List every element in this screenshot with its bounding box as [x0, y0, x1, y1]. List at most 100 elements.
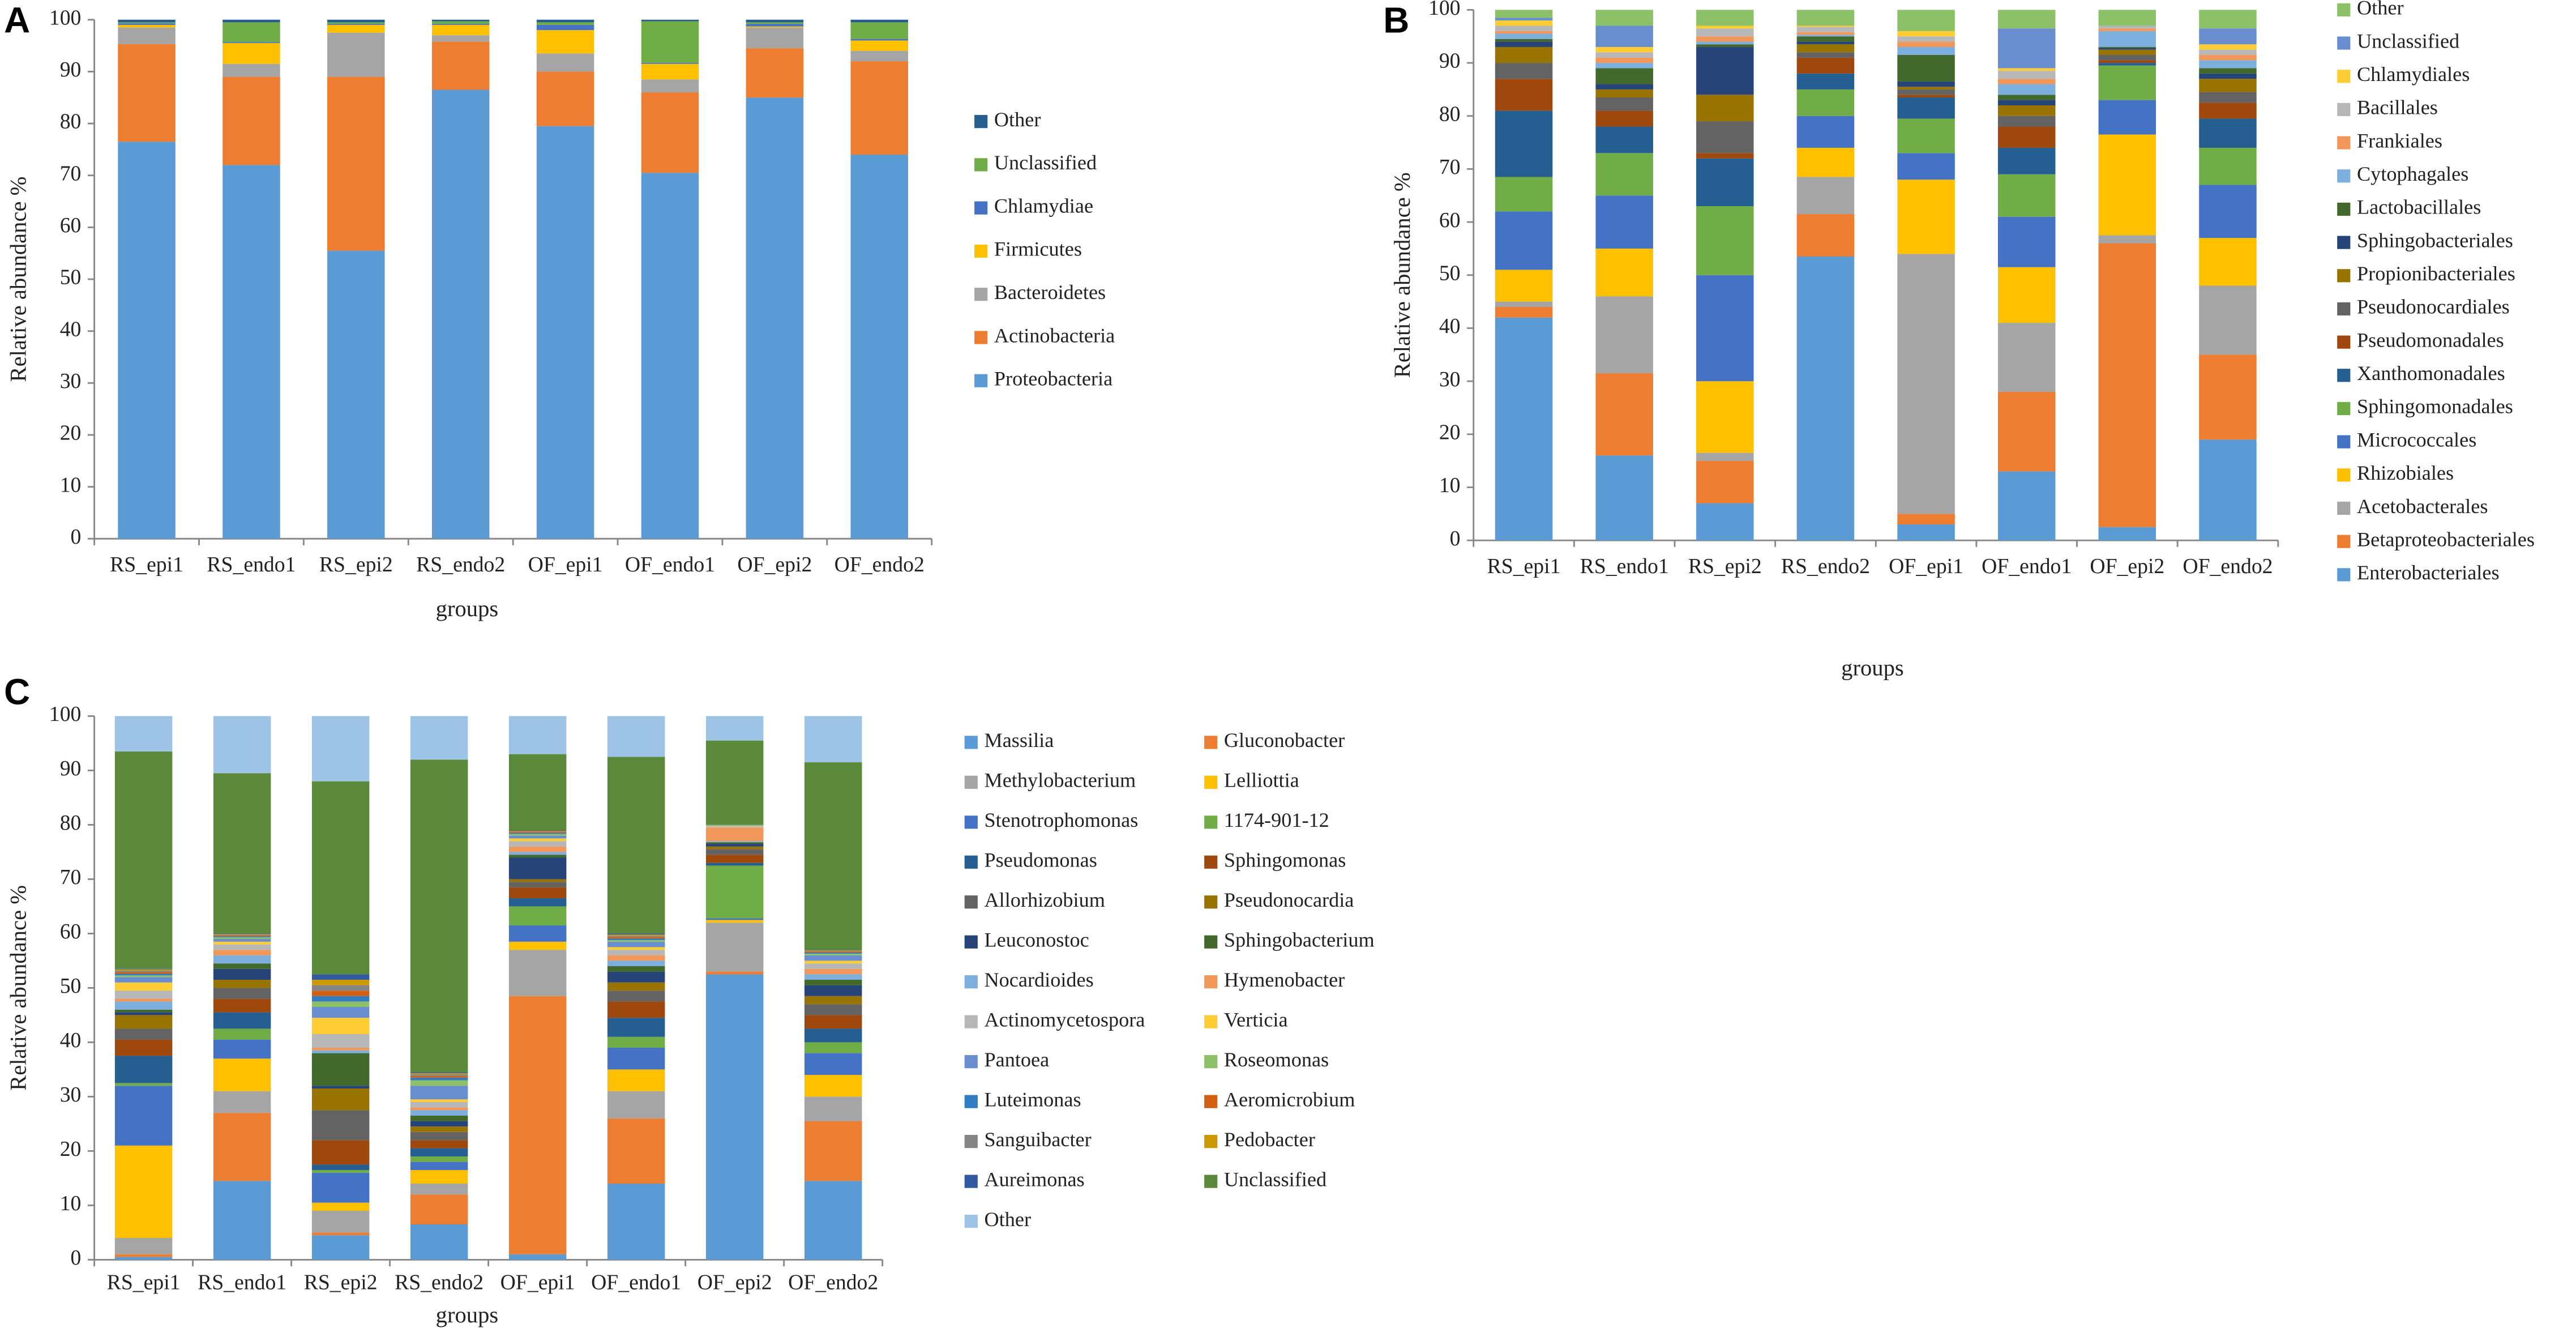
bar-segment: [746, 97, 804, 539]
bar-segment: [1997, 471, 2056, 541]
bar-segment: [114, 1015, 173, 1029]
x-tick-label: OF_epi1: [528, 553, 603, 577]
bar-segment: [641, 63, 699, 80]
bar-segment: [1595, 97, 1653, 111]
y-tick-label: 50: [60, 266, 82, 289]
bar-segment: [804, 951, 862, 953]
legend-label: Verticia: [1224, 1008, 1288, 1031]
bar-segment: [2098, 60, 2156, 63]
bar-segment: [1897, 46, 1955, 56]
bar-segment: [311, 1048, 370, 1051]
bar-segment: [1897, 95, 1955, 97]
bar-segment: [1796, 57, 1855, 74]
bar-segment: [804, 963, 862, 969]
bar-segment: [1495, 79, 1553, 111]
bar-segment: [746, 19, 804, 23]
bar-segment: [607, 936, 665, 937]
y-tick-label: 50: [1439, 261, 1461, 285]
bar-segment: [311, 980, 370, 985]
bar-segment: [213, 955, 271, 964]
bar-segment: [222, 76, 280, 165]
bar-segment: [705, 849, 764, 855]
bar-segment: [1997, 147, 2056, 174]
bar-segment: [1796, 27, 1855, 32]
bar-segment: [213, 941, 271, 945]
bar-segment: [508, 838, 567, 842]
bar-segment: [1897, 36, 1955, 42]
legend-label: Unclassified: [994, 151, 1097, 174]
bar-segment: [1595, 248, 1653, 297]
bar-segment: [2098, 65, 2156, 100]
bar-segment: [508, 754, 567, 831]
bar-segment: [222, 19, 280, 23]
bar-segment: [607, 1184, 665, 1260]
legend-label: 1174-901-12: [1224, 809, 1329, 831]
bar-segment: [607, 982, 665, 991]
bar-segment: [1897, 55, 1955, 82]
bar-segment: [508, 925, 567, 942]
bar-segment: [311, 1086, 370, 1089]
bar-segment: [311, 716, 370, 782]
legend-swatch: [1204, 775, 1218, 789]
legend-swatch: [964, 895, 978, 909]
legend-label: Luteimonas: [984, 1088, 1081, 1111]
x-tick-label: OF_epi2: [698, 1271, 772, 1295]
bar-segment: [607, 947, 665, 950]
bar-segment: [114, 1083, 173, 1086]
bar-segment: [1997, 116, 2056, 127]
legend-label: Lelliottia: [1224, 769, 1299, 792]
legend-label: Roseomonas: [1224, 1048, 1329, 1071]
bar-segment: [2098, 46, 2156, 48]
bar-segment: [1997, 267, 2056, 323]
bar-segment: [536, 71, 594, 126]
bar-segment: [311, 1202, 370, 1211]
bar-segment: [804, 974, 862, 980]
legend-swatch: [2337, 535, 2351, 548]
bar-segment: [1997, 79, 2056, 84]
bar-segment: [1796, 73, 1855, 89]
bar-segment: [1495, 306, 1553, 318]
bar-segment: [431, 24, 490, 36]
bar-segment: [746, 27, 804, 49]
bar-segment: [1595, 89, 1653, 97]
bar-segment: [607, 966, 665, 972]
x-tick-label: RS_endo2: [395, 1271, 483, 1295]
bar-segment: [114, 998, 173, 1002]
bar-segment: [705, 842, 764, 844]
legend-swatch: [974, 374, 988, 387]
bar-segment: [804, 1053, 862, 1075]
bar-segment: [1696, 95, 1754, 122]
bar-segment: [1796, 52, 1855, 58]
bar-segment: [1495, 10, 1553, 18]
bar-segment: [410, 1073, 468, 1075]
bar-segment: [114, 982, 173, 991]
legend-swatch: [964, 1175, 978, 1188]
legend-label: Pseudonocardiales: [2357, 296, 2510, 318]
x-tick-label: RS_epi1: [110, 553, 183, 577]
y-tick-label: 30: [60, 1083, 82, 1107]
bar-segment: [1796, 89, 1855, 116]
bar-segment: [311, 1211, 370, 1233]
bar-segment: [410, 1132, 468, 1141]
legend-swatch: [1204, 816, 1218, 829]
legend-label: Frankiales: [2357, 129, 2442, 152]
bar-segment: [1997, 216, 2056, 267]
bar-segment: [804, 1096, 862, 1121]
bar-segment: [804, 953, 862, 954]
legend-label: Sphingomonadales: [2357, 395, 2513, 418]
bar-segment: [804, 955, 862, 961]
bar-segment: [1897, 89, 1955, 95]
bar-segment: [311, 1232, 370, 1236]
bar-segment: [2098, 235, 2156, 244]
bar-segment: [850, 19, 908, 23]
legend-swatch: [1204, 1015, 1218, 1028]
bar-segment: [311, 1088, 370, 1111]
bar-segment: [1696, 41, 1754, 45]
legend-label: Methylobacterium: [984, 769, 1136, 792]
bar-segment: [746, 26, 804, 28]
bar-segment: [1696, 121, 1754, 153]
bar-segment: [118, 23, 176, 25]
bar-segment: [705, 846, 764, 849]
x-tick-label: RS_endo1: [1580, 554, 1669, 578]
bar-segment: [311, 1164, 370, 1171]
